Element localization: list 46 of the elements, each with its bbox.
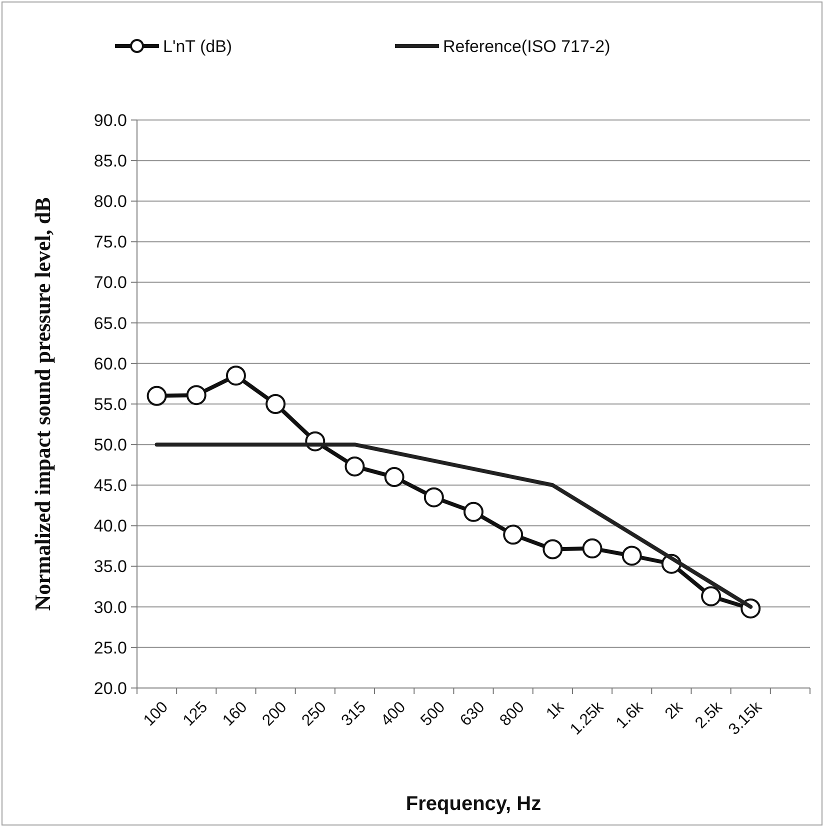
y-tick-label: 75.0 xyxy=(94,232,127,252)
point xyxy=(503,524,524,545)
x-tick-label: 100 xyxy=(140,698,172,730)
x-tick-label: 315 xyxy=(338,698,370,730)
y-tick-label: 65.0 xyxy=(94,314,127,333)
y-tick-label: 80.0 xyxy=(94,192,127,212)
x-tick-label: 160 xyxy=(220,698,251,730)
point xyxy=(582,538,602,558)
y-tick-label: 60.0 xyxy=(94,354,127,374)
point xyxy=(701,586,722,606)
x-tick-label: 250 xyxy=(298,698,330,730)
legend-label: Reference(ISO 717-2) xyxy=(443,36,610,56)
point xyxy=(542,539,563,560)
y-tick-label: 55.0 xyxy=(94,394,127,414)
point xyxy=(424,487,444,508)
point xyxy=(344,456,365,476)
x-tick-label: 800 xyxy=(496,698,528,730)
y-tick-label: 90.0 xyxy=(94,110,127,130)
point xyxy=(464,502,484,522)
y-tick-label: 30.0 xyxy=(94,598,127,617)
x-axis-title: Frequency, Hz xyxy=(406,793,542,815)
y-tick-label: 70.0 xyxy=(94,273,127,292)
y-tick-label: 45.0 xyxy=(94,476,127,496)
y-tick-label: 85.0 xyxy=(94,152,127,171)
y-tick-label: 20.0 xyxy=(94,678,127,698)
x-tick-label: 1k xyxy=(543,698,568,723)
y-axis-title: Normalized impact sound pressure level, dB xyxy=(30,196,55,611)
point xyxy=(266,394,286,414)
x-tick-label: 125 xyxy=(180,698,212,730)
point xyxy=(622,546,642,566)
point xyxy=(186,385,206,406)
y-tick-label: 35.0 xyxy=(94,557,127,576)
point xyxy=(146,386,167,406)
y-tick-label: 40.0 xyxy=(94,516,127,536)
x-tick-label: 500 xyxy=(418,698,449,730)
x-tick-label: 400 xyxy=(378,698,410,730)
x-tick-label: 630 xyxy=(457,698,488,730)
x-tick-label: 200 xyxy=(259,698,290,730)
x-tick-label: 2k xyxy=(662,698,687,723)
y-tick-label: 50.0 xyxy=(94,436,127,455)
x-tick-label: 1.6k xyxy=(613,698,648,732)
point xyxy=(226,366,246,386)
legend-label: L'nT (dB) xyxy=(163,36,232,56)
y-tick-label: 25.0 xyxy=(94,638,127,658)
x-tick-label: 2.5k xyxy=(692,698,726,732)
point xyxy=(384,467,404,488)
